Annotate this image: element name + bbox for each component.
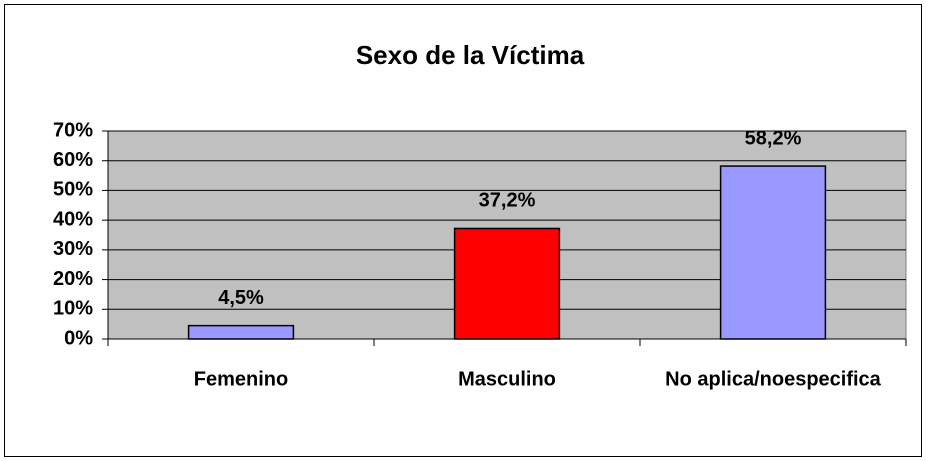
y-tick-label: 70%	[53, 119, 93, 141]
y-tick-label: 40%	[53, 208, 93, 230]
bar	[719, 165, 827, 340]
data-label: 58,2%	[745, 127, 802, 149]
y-tick-label: 60%	[53, 149, 93, 171]
data-label: 4,5%	[218, 287, 264, 309]
bar	[453, 227, 561, 340]
y-tick-label: 20%	[53, 268, 93, 290]
y-tick-label: 50%	[53, 179, 93, 201]
x-tick-label: Masculino	[458, 368, 556, 390]
bar	[187, 324, 295, 340]
y-tick-label: 0%	[64, 327, 93, 349]
x-tick-label: No aplica/noespecifica	[665, 368, 882, 390]
y-tick-label: 30%	[53, 238, 93, 260]
chart-title: Sexo de la Víctima	[356, 40, 585, 70]
x-tick-label: Femenino	[194, 368, 288, 390]
data-label: 37,2%	[479, 190, 536, 212]
y-tick-label: 10%	[53, 298, 93, 320]
